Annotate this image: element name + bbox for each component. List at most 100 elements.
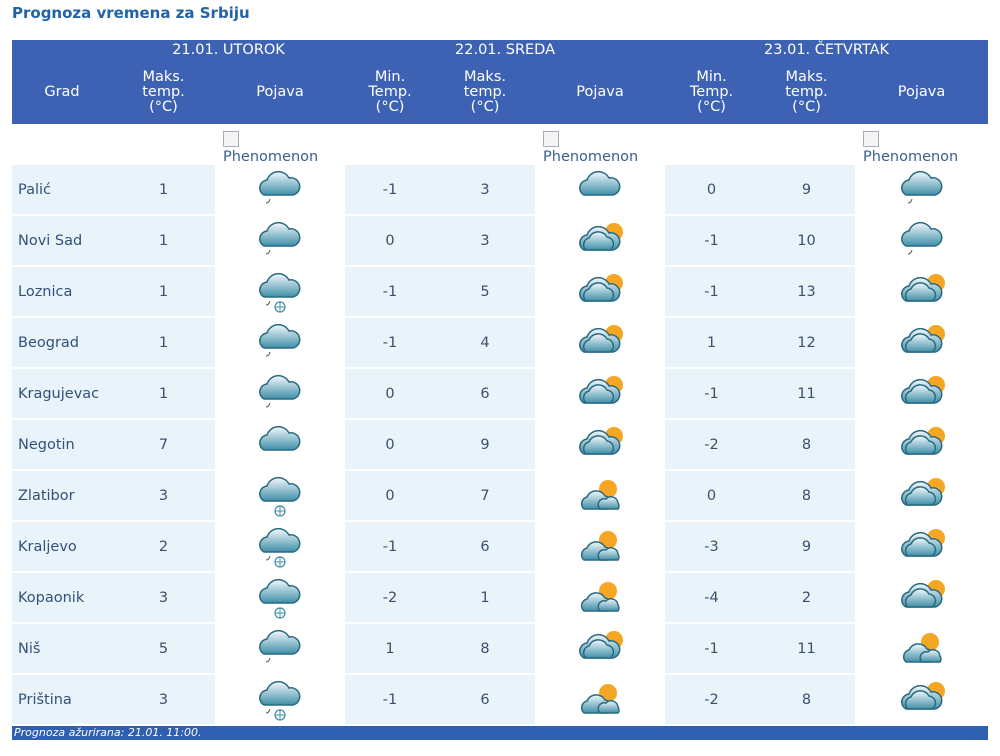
city-name: Kraljevo [12,521,112,573]
icon-cell [215,266,346,318]
data-row: Kraljevo 2 -1 6 -3 9 [12,521,989,573]
cell: Phenomenon [855,124,989,165]
icon-box [886,369,957,418]
icon-cell [215,470,346,522]
column-header: Maks. temp. (°C) [435,60,536,124]
temperature: 6 [435,521,536,573]
icon-cell [215,368,346,420]
icon-box [565,318,636,367]
weather-icon [579,170,621,196]
city-name: Beograd [12,317,112,369]
temperature: -1 [665,266,759,318]
column-header: Maks. temp. (°C) [112,60,215,124]
temperature: 6 [435,368,536,420]
icon-box [565,522,636,571]
weather-icon [900,170,943,204]
temperature: -1 [665,368,759,420]
cell [12,124,112,165]
temperature: 4 [435,317,536,369]
temperature: 11 [758,623,856,675]
weather-icon [579,376,624,404]
data-row: Novi Sad 1 0 3 -1 10 [12,215,989,267]
temperature: -2 [665,419,759,471]
weather-icon [580,684,620,714]
icon-box [245,318,315,367]
icon-box [245,624,315,673]
icon-box [565,675,636,724]
weather-icon [259,221,301,255]
icon-cell [215,165,346,216]
temperature: 3 [435,215,536,267]
temperature: 1 [345,623,436,675]
cell [758,124,856,165]
icon-cell [535,572,666,624]
icon-box [245,471,315,520]
weather-icon [902,633,942,663]
data-row: Loznica 1 -1 5 -1 13 [12,266,989,318]
icon-box [565,624,636,673]
icon-cell [215,521,346,573]
weather-icon [259,680,301,721]
temperature: 3 [112,674,215,726]
column-header: Pojava [535,60,666,124]
weather-icon [900,221,943,255]
icon-box [565,216,636,265]
temperature: 5 [112,623,215,675]
temperature: 1 [435,572,536,624]
temperature: -2 [665,674,759,726]
broken-image [223,131,239,147]
icon-box [886,216,957,265]
icon-cell [535,623,666,675]
weather-icon [900,376,945,404]
temperature: 3 [435,165,536,216]
icon-cell [535,368,666,420]
column-header: Pojava [215,60,346,124]
weather-icon [900,580,945,608]
temperature: 12 [758,317,856,369]
cell [435,124,536,165]
icon-cell [535,470,666,522]
icon-cell [535,317,666,369]
footer: Prognoza ažurirana: 21.01. 11:00. [12,726,988,740]
temperature: -1 [345,266,436,318]
weather-icon [900,478,945,506]
weather-icon [900,529,945,557]
temperature: 1 [112,165,215,216]
icon-box [886,522,957,571]
temperature: 2 [758,572,856,624]
icon-box [245,267,315,316]
column-header: Grad [12,60,112,124]
icon-box [886,267,957,316]
temperature: 0 [345,368,436,420]
icon-cell [855,266,989,318]
icon-cell [215,215,346,267]
data-row: Kragujevac 1 0 6 -1 11 [12,368,989,420]
icon-cell [855,674,989,726]
cell [112,124,215,165]
icon-cell [535,215,666,267]
data-row: Niš 5 1 8 -1 11 [12,623,989,675]
forecast: 21.01. UTOROK 22.01. SREDA 23.01. ČETVRT… [12,40,989,740]
icon-box [565,420,636,469]
icon-cell [855,317,989,369]
icon-box [245,369,315,418]
icon-box [886,573,957,622]
icon-box [886,675,957,724]
temperature: 0 [665,165,759,216]
city-name: Kragujevac [12,368,112,420]
icon-cell [855,215,989,267]
weather-icon [259,272,301,313]
image-alt-row: Phenomenon Phenomenon Phenomenon [12,124,989,165]
image-alt: Phenomenon [863,149,959,165]
icon-cell [855,470,989,522]
temperature: 0 [665,470,759,522]
day-header: 23.01. ČETVRTAK [665,40,989,60]
city-name: Negotin [12,419,112,471]
temperature: 6 [435,674,536,726]
day-header: 22.01. SREDA [345,40,666,60]
weather-icon [900,427,945,455]
data-row: Palić 1 -1 3 0 9 [12,165,989,216]
weather-icon [259,527,301,568]
weather-icon [580,531,620,561]
cell: Phenomenon [535,124,666,165]
